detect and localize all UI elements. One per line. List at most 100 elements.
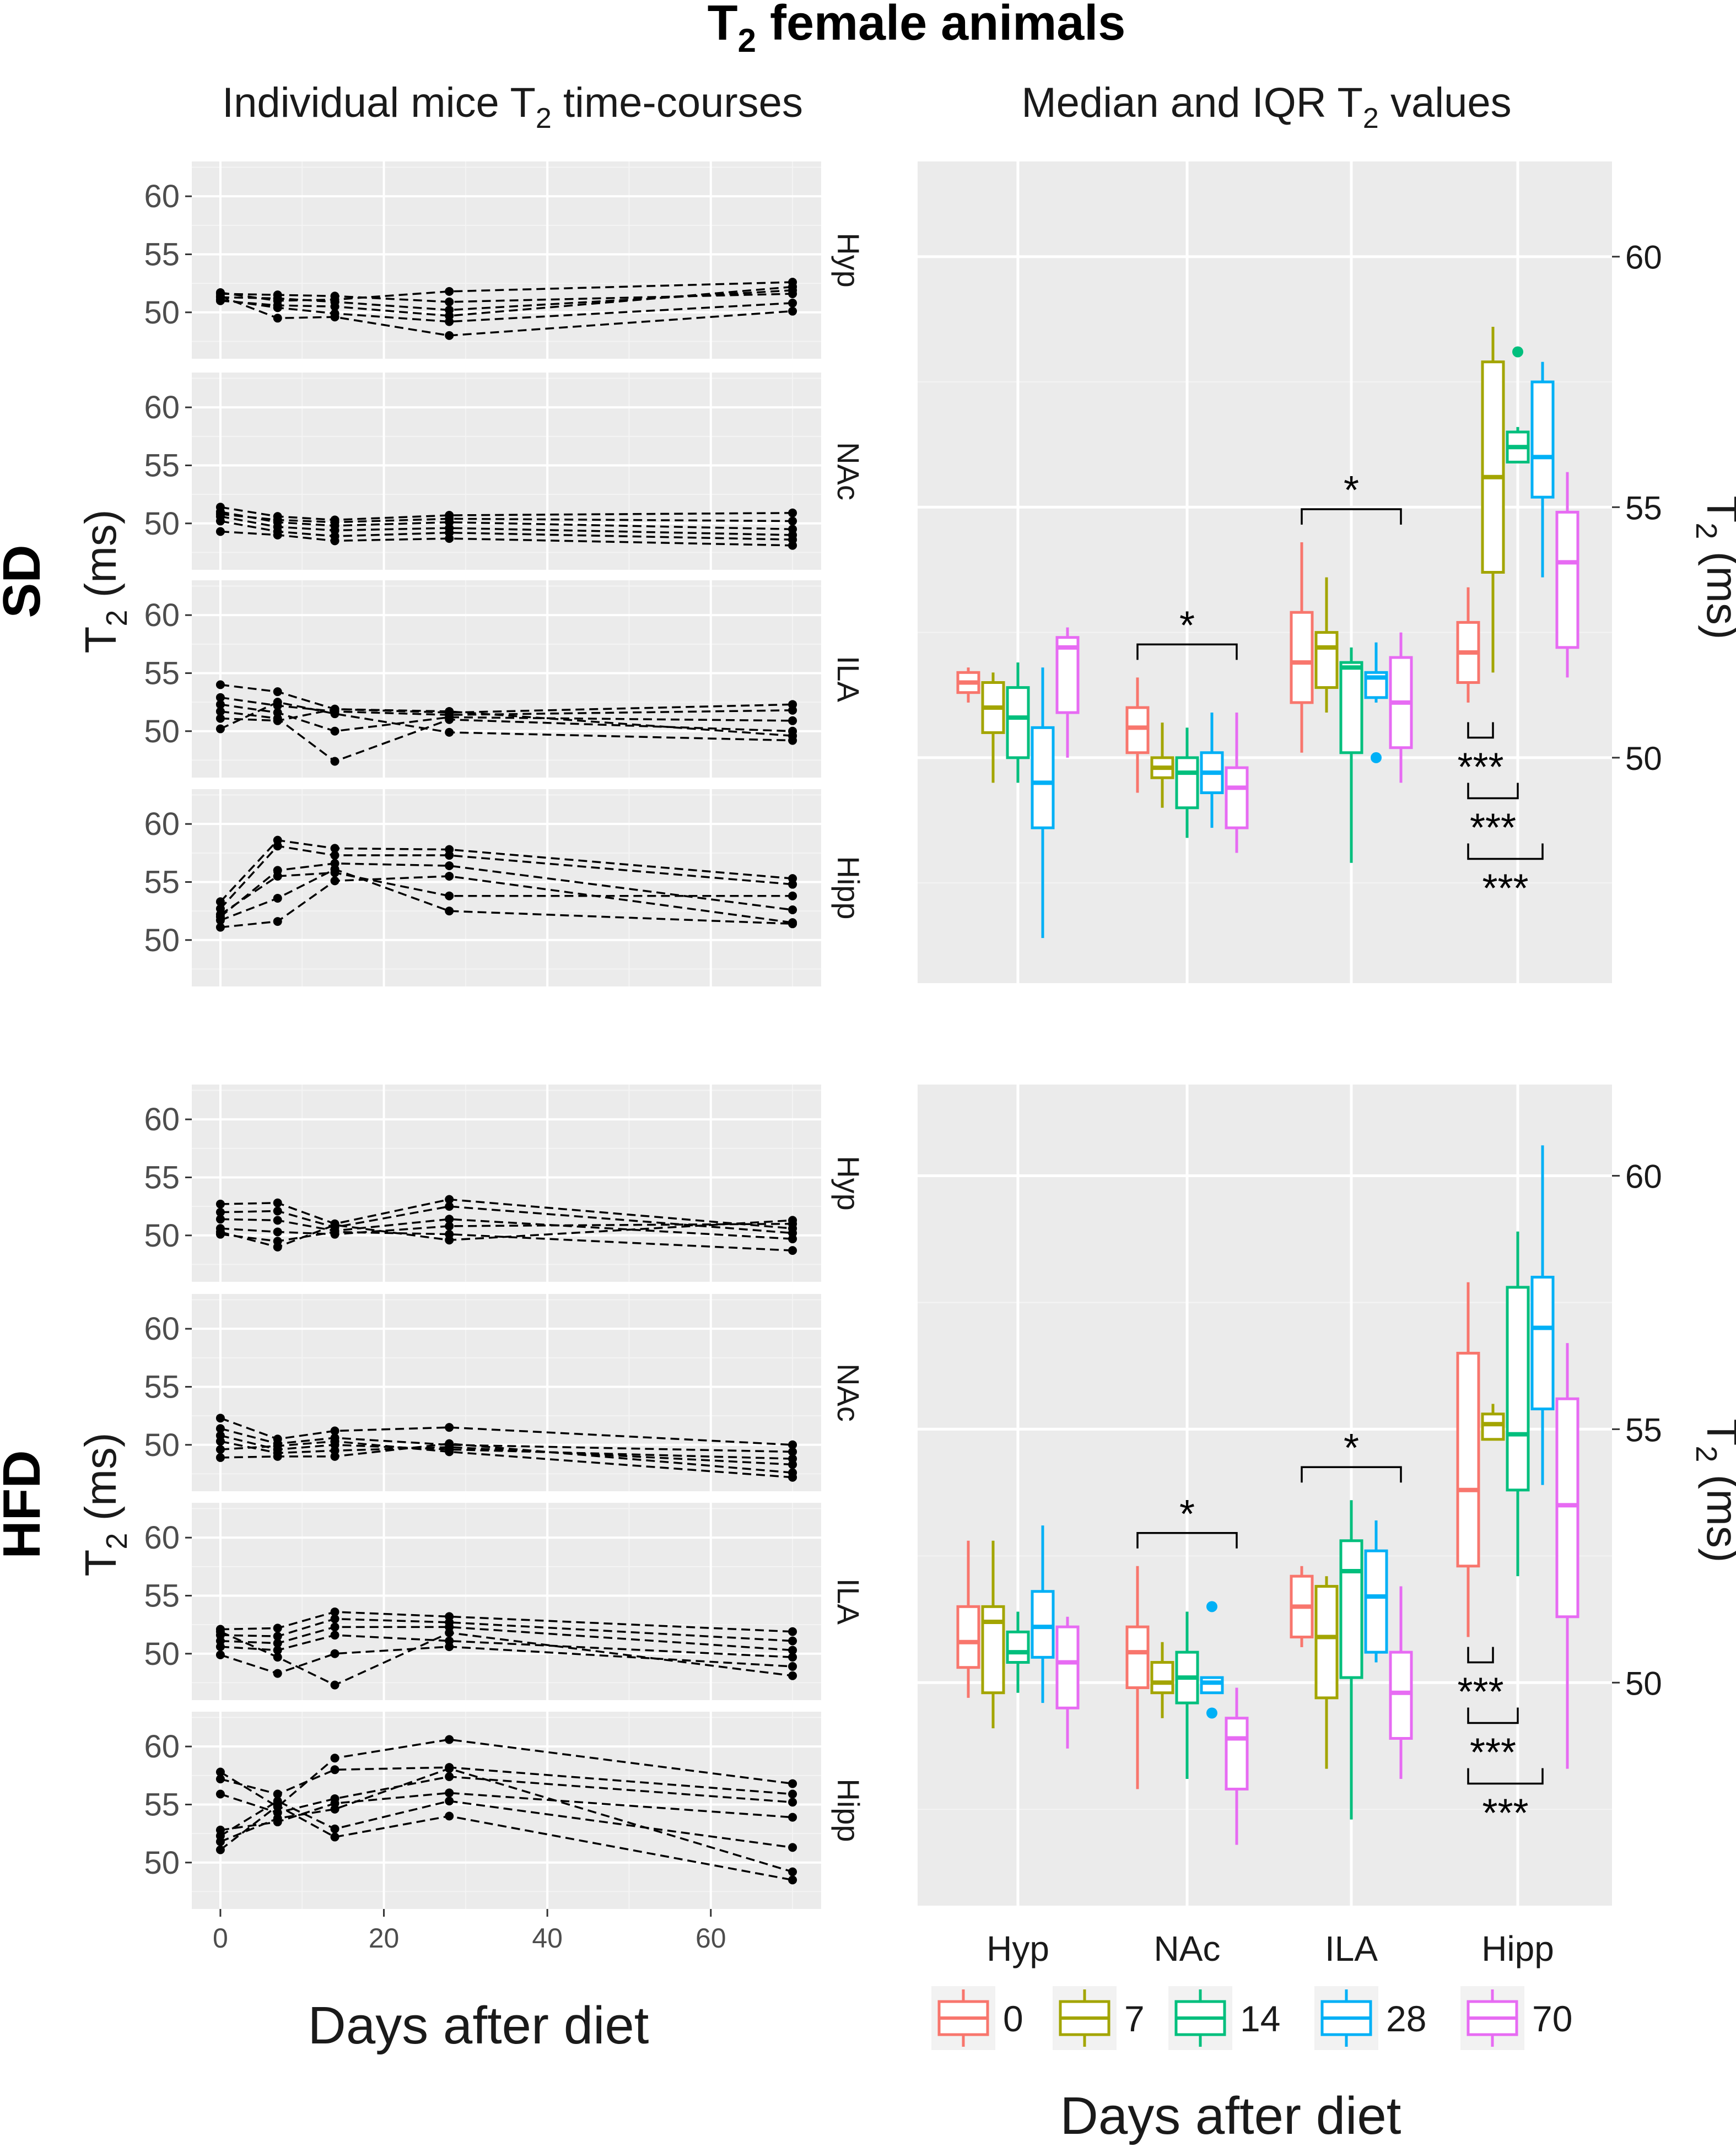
significance-label: *	[1179, 603, 1195, 648]
box-iqr	[1458, 1353, 1479, 1566]
mouse-point	[445, 892, 454, 900]
hfd-group-label: HFD	[0, 1450, 51, 1558]
mouse-point	[788, 517, 797, 526]
mouse-point	[788, 716, 797, 725]
x-tick-label: 40	[532, 1923, 563, 1954]
mouse-point	[273, 716, 282, 725]
y-tick-label: 60	[144, 806, 180, 842]
box-iqr	[1291, 612, 1312, 703]
mouse-point	[273, 917, 282, 926]
facet-nac: 50 55 60 NAc	[144, 373, 866, 570]
facet-hipp: 50 55 60 Hipp	[144, 1712, 866, 1909]
mouse-point	[788, 892, 797, 900]
legend-label: 7	[1124, 1998, 1145, 2039]
box-iqr	[1127, 708, 1148, 753]
mouse-point	[788, 1473, 797, 1482]
y-tick-label: 60	[144, 390, 180, 425]
mouse-point	[273, 1814, 282, 1823]
mouse-point	[331, 1631, 339, 1639]
box-iqr	[1007, 1632, 1028, 1662]
box-iqr	[1366, 1551, 1387, 1652]
y-tick-label: 50	[1625, 1665, 1662, 1702]
mouse-point	[273, 687, 282, 696]
mouse-point	[445, 534, 454, 543]
mouse-point	[445, 715, 454, 724]
box-iqr	[1152, 1663, 1173, 1693]
mouse-point	[216, 725, 225, 733]
mouse-point	[216, 510, 225, 519]
mouse-point	[331, 1765, 339, 1774]
mouse-point	[273, 531, 282, 540]
legend-label: 0	[1003, 1998, 1023, 2039]
mouse-point	[273, 1802, 282, 1810]
y-tick-label: 50	[144, 1845, 180, 1881]
x-tick-label: 20	[369, 1923, 400, 1954]
figure-title: T2 female animals	[708, 0, 1126, 59]
mouse-point	[331, 876, 339, 885]
mouse-point	[445, 861, 454, 870]
mouse-point	[445, 1423, 454, 1432]
mouse-point	[788, 1653, 797, 1662]
significance-label: ***	[1482, 1792, 1528, 1836]
mouse-point	[445, 707, 454, 716]
mouse-point	[273, 303, 282, 312]
hfd-timecourse-panels: 505560Hyp505560NAc505560ILA505560Hipp0 20…	[144, 1085, 866, 1954]
mouse-point	[445, 728, 454, 737]
mouse-point	[445, 1772, 454, 1781]
facet-strip-label: Hyp	[831, 1156, 866, 1211]
y-tick-label: 50	[144, 714, 180, 749]
mouse-point	[331, 295, 339, 304]
box-iqr	[1177, 758, 1198, 808]
right-xlabel: Days after diet	[1060, 2086, 1401, 2145]
y-tick-label: 55	[1625, 1411, 1662, 1448]
mouse-point	[788, 1637, 797, 1646]
mouse-point	[331, 727, 339, 736]
mouse-point	[445, 1642, 454, 1651]
box-iqr	[1316, 1587, 1337, 1698]
mouse-point	[788, 1875, 797, 1884]
significance-label: ***	[1482, 867, 1528, 911]
mouse-point	[445, 1764, 454, 1773]
y-tick-label: 55	[144, 1578, 180, 1614]
y-tick-label: 55	[144, 447, 180, 483]
mouse-point	[331, 709, 339, 718]
significance-label: ***	[1457, 1670, 1503, 1714]
mouse-point	[331, 1825, 339, 1833]
mouse-point	[788, 1460, 797, 1469]
mouse-point	[216, 1775, 225, 1783]
box-iqr	[1226, 1718, 1247, 1789]
y-tick-label: 55	[144, 655, 180, 691]
y-tick-label: 55	[144, 1369, 180, 1405]
mouse-point	[788, 880, 797, 889]
mouse-point	[273, 894, 282, 903]
mouse-point	[216, 527, 225, 536]
mouse-point	[788, 1246, 797, 1255]
y-tick-label: 60	[144, 1311, 180, 1347]
figure: T2 female animals Individual mice T2 tim…	[0, 0, 1736, 2152]
mouse-point	[216, 923, 225, 932]
mouse-point	[331, 309, 339, 318]
mouse-point	[788, 1813, 797, 1822]
panel-background	[918, 161, 1612, 983]
box-iqr	[983, 1606, 1004, 1692]
facet-strip-label: ILA	[831, 656, 866, 703]
mouse-point	[273, 1653, 282, 1662]
mouse-point	[445, 1788, 454, 1797]
y-tick-label: 55	[1625, 489, 1662, 526]
mouse-point	[788, 299, 797, 308]
mouse-point	[788, 706, 797, 715]
mouse-point	[216, 1227, 225, 1236]
mouse-point	[445, 1812, 454, 1821]
mouse-point	[216, 295, 225, 304]
box-iqr	[1532, 1277, 1553, 1409]
mouse-point	[216, 1790, 225, 1799]
mouse-point	[788, 1798, 797, 1806]
sd-group-label: SD	[0, 544, 51, 618]
mouse-point	[331, 757, 339, 766]
mouse-point	[216, 1837, 225, 1846]
mouse-point	[216, 681, 225, 689]
mouse-point	[445, 1236, 454, 1244]
mouse-point	[216, 1437, 225, 1446]
y-tick-label: 50	[144, 1218, 180, 1254]
y-tick-label: 60	[144, 597, 180, 633]
